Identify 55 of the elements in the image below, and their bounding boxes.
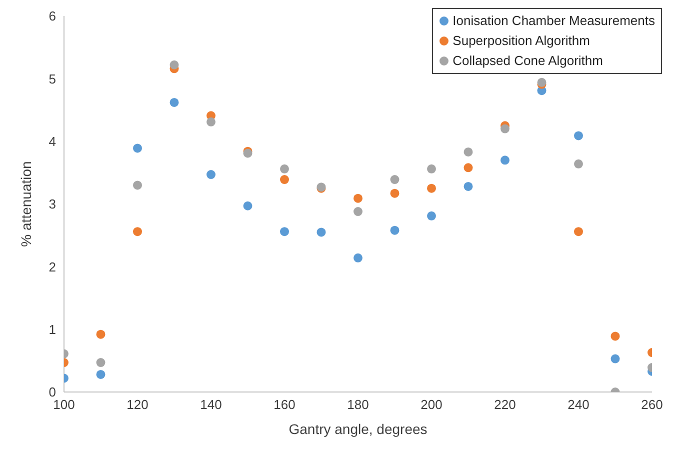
y-axis-title: % attenuation (18, 161, 34, 247)
point (390, 226, 400, 235)
point (610, 332, 620, 341)
y-tick-label: 3 (48, 196, 56, 212)
point (500, 156, 510, 165)
point (96, 370, 106, 379)
point (280, 164, 289, 174)
point (500, 124, 510, 134)
x-tick-label: 120 (126, 397, 148, 412)
x-tick-label: 200 (420, 397, 442, 412)
point (354, 194, 362, 203)
x-tick-label: 260 (641, 397, 663, 412)
point (574, 131, 583, 140)
point (574, 227, 583, 236)
point (574, 159, 583, 168)
point (206, 170, 216, 180)
y-tick-label: 2 (48, 259, 56, 274)
point (206, 117, 216, 126)
x-tick-label: 140 (200, 397, 222, 412)
point (390, 188, 400, 198)
point (170, 98, 179, 107)
x-tick-label: 100 (53, 397, 75, 412)
point (464, 147, 473, 156)
point (96, 330, 106, 339)
point (390, 175, 400, 184)
point (427, 164, 436, 174)
y-tick-label: 5 (48, 71, 56, 86)
legend-label: Collapsed Cone Algorithm (452, 52, 603, 70)
point (354, 253, 362, 262)
x-tick-label: 220 (494, 397, 516, 412)
x-tick-label: 160 (274, 397, 296, 412)
legend-label: Superposition Algorithm (452, 32, 590, 50)
point (316, 228, 326, 237)
point (96, 358, 106, 368)
y-tick-label: 1 (48, 322, 56, 337)
point (610, 354, 620, 364)
y-tick-label: 6 (48, 8, 56, 24)
x-tick-label: 240 (568, 397, 590, 412)
x-tick-label: 180 (347, 397, 369, 412)
point (170, 60, 179, 70)
point (133, 180, 142, 190)
point (280, 227, 289, 236)
legend-label: Ionisation Chamber Measurements (452, 12, 655, 30)
point (464, 182, 473, 191)
point (464, 163, 473, 172)
point (243, 201, 252, 210)
point (133, 227, 142, 236)
point (280, 175, 289, 184)
y-tick-label: 0 (48, 384, 56, 400)
point (133, 144, 142, 153)
point (427, 184, 436, 193)
x-axis-title: Gantry angle, degrees (288, 421, 428, 437)
y-tick-label: 4 (48, 134, 56, 149)
point (427, 211, 436, 220)
point (354, 207, 362, 216)
